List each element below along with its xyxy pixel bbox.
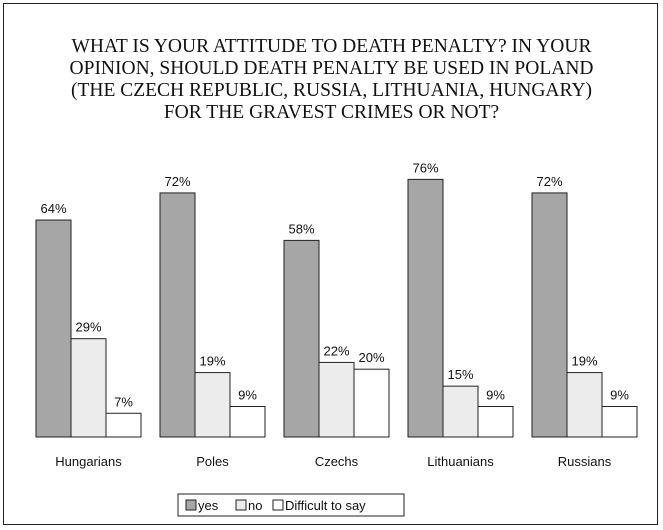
bar-yes	[407, 178, 444, 438]
legend-swatch	[235, 499, 247, 511]
bar-difficult-to-say	[353, 368, 390, 438]
data-label: 76%	[412, 160, 438, 175]
chart-title-line: (THE CZECH REPUBLIC, RUSSIA, LITHUANIA, …	[70, 80, 593, 101]
legend: yes no Difficult to say	[177, 493, 405, 517]
data-label: 9%	[486, 387, 505, 402]
bar-no	[194, 372, 231, 438]
bar-difficult-to-say	[105, 412, 142, 438]
bar-no	[70, 338, 107, 438]
category-label: Lithuanians	[427, 454, 494, 469]
bar-difficult-to-say	[477, 405, 514, 438]
data-label: 64%	[40, 201, 66, 216]
bar-yes	[35, 219, 72, 438]
category-label: Hungarians	[55, 454, 122, 469]
data-label: 15%	[447, 367, 473, 382]
data-label: 20%	[358, 350, 384, 365]
data-label: 9%	[238, 387, 257, 402]
data-label: 72%	[164, 174, 190, 189]
category-label: Czechs	[315, 454, 359, 469]
legend-box	[177, 493, 405, 517]
legend-label: Difficult to say	[285, 498, 366, 513]
bar-yes	[531, 192, 568, 438]
legend-label: no	[248, 498, 262, 513]
category-label: Russians	[558, 454, 612, 469]
data-label: 29%	[75, 320, 101, 335]
data-label: 58%	[288, 221, 314, 236]
data-label: 22%	[323, 343, 349, 358]
chart-title-line: FOR THE GRAVEST CRIMES OR NOT?	[163, 102, 500, 123]
bar-yes	[283, 239, 320, 438]
chart-title: WHAT IS YOUR ATTITUDE TO DEATH PENALTY? …	[0, 36, 663, 124]
legend-label: yes	[198, 498, 219, 513]
bar-yes	[159, 192, 196, 438]
bar-difficult-to-say	[229, 405, 266, 438]
chart-title-line: WHAT IS YOUR ATTITUDE TO DEATH PENALTY? …	[71, 36, 592, 57]
data-label: 72%	[536, 174, 562, 189]
legend-swatch	[272, 499, 284, 511]
bar-no	[566, 372, 603, 438]
bar-no	[442, 385, 479, 438]
bar-difficult-to-say	[601, 405, 638, 438]
legend-swatch	[185, 499, 197, 511]
data-label: 9%	[610, 387, 629, 402]
chart-title-line: OPINION, SHOULD DEATH PENALTY BE USED IN…	[69, 58, 594, 79]
category-label: Poles	[196, 454, 229, 469]
data-label: 7%	[114, 394, 133, 409]
data-label: 19%	[199, 354, 225, 369]
data-label: 19%	[571, 354, 597, 369]
bar-no	[318, 361, 355, 438]
